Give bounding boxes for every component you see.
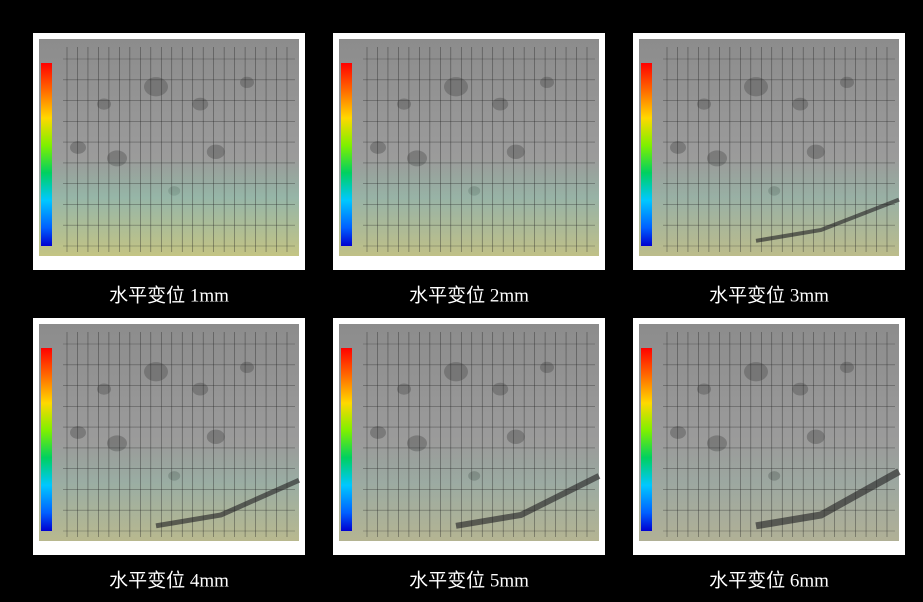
dark-spot: [540, 362, 554, 373]
dark-spot: [370, 141, 386, 154]
panel: 水平变位 6mm: [633, 318, 905, 591]
dark-spot: [492, 98, 508, 111]
dark-spot: [207, 145, 225, 159]
dark-spot: [807, 145, 825, 159]
dark-spot: [192, 98, 208, 111]
dark-spot: [70, 141, 86, 154]
panel: 水平变位 4mm: [33, 318, 305, 591]
caption: 水平变位 5mm: [409, 569, 529, 591]
dark-spot: [370, 426, 386, 439]
color-bar: [641, 63, 652, 246]
panel: 水平变位 3mm: [633, 33, 905, 306]
dark-spot: [70, 426, 86, 439]
dark-spot: [192, 383, 208, 396]
color-bar: [641, 348, 652, 531]
dark-spot: [507, 430, 525, 444]
displacement-overlay: [339, 158, 599, 256]
color-bar: [341, 348, 352, 531]
dark-spot: [492, 383, 508, 396]
dark-spot: [840, 77, 854, 88]
color-bar: [41, 348, 52, 531]
dark-spot: [807, 430, 825, 444]
panel: 水平变位 5mm: [333, 318, 605, 591]
caption: 水平变位 6mm: [709, 569, 829, 591]
dark-spot: [507, 145, 525, 159]
dark-spot: [670, 426, 686, 439]
dark-spot: [670, 141, 686, 154]
caption: 水平变位 4mm: [109, 569, 229, 591]
figure: 水平变位 1mm 水平变位 2mm 水平变位 3mm 水平变位 4mm 水平变位 5mm…: [0, 0, 923, 602]
color-bar: [341, 63, 352, 246]
dark-spot: [240, 362, 254, 373]
displacement-overlay: [639, 158, 899, 256]
dark-spot: [792, 383, 808, 396]
dark-spot: [240, 77, 254, 88]
color-bar: [41, 63, 52, 246]
caption: 水平变位 1mm: [109, 284, 229, 306]
dark-spot: [840, 362, 854, 373]
caption: 水平变位 2mm: [409, 284, 529, 306]
dark-spot: [792, 98, 808, 111]
panel: 水平变位 1mm: [33, 33, 305, 306]
caption: 水平变位 3mm: [709, 284, 829, 306]
dark-spot: [207, 430, 225, 444]
displacement-overlay: [39, 158, 299, 256]
panel: 水平变位 2mm: [333, 33, 605, 306]
dark-spot: [540, 77, 554, 88]
displacement-overlay: [39, 443, 299, 541]
